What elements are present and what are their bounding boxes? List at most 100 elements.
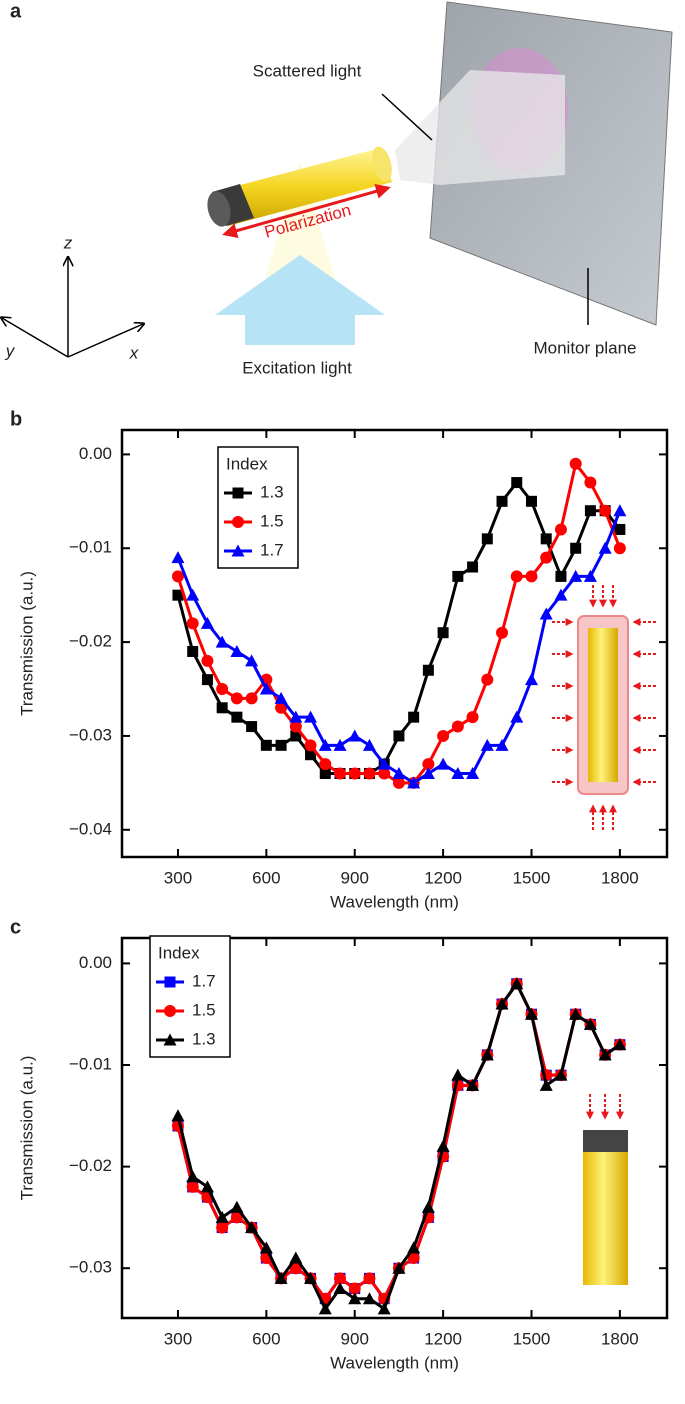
- panel-label: c: [10, 916, 21, 938]
- marker: [466, 711, 479, 724]
- marker: [348, 1292, 362, 1305]
- marker: [171, 1109, 185, 1122]
- marker: [259, 1241, 273, 1254]
- y-axis-title: Transmission (a.u.): [17, 571, 36, 716]
- marker: [216, 683, 229, 696]
- marker: [260, 739, 272, 751]
- marker: [466, 1078, 480, 1091]
- series-line: [176, 980, 621, 1302]
- field-arrows: [586, 1094, 624, 1120]
- marker: [452, 570, 464, 582]
- x-tick-label: 300: [164, 868, 192, 887]
- plot-frame: [120, 936, 669, 1320]
- marker: [304, 739, 317, 752]
- marker: [392, 1261, 406, 1274]
- marker: [274, 1271, 288, 1284]
- marker: [598, 1048, 612, 1061]
- marker: [510, 710, 524, 723]
- marker: [525, 570, 538, 583]
- marker: [377, 1302, 391, 1315]
- marker: [554, 1068, 568, 1081]
- x-axis-title: Wavelength (nm): [330, 1353, 459, 1372]
- marker: [215, 635, 229, 648]
- marker: [555, 570, 567, 582]
- marker: [232, 487, 244, 499]
- marker: [467, 561, 479, 573]
- marker: [510, 570, 523, 583]
- scatter-cone: [395, 70, 565, 185]
- marker: [583, 569, 597, 582]
- x-tick-label: 1200: [424, 868, 462, 887]
- marker: [584, 476, 597, 489]
- y-tick-label: −0.01: [69, 1054, 112, 1073]
- marker: [348, 729, 362, 742]
- legend-box: [217, 446, 299, 569]
- marker: [164, 1005, 176, 1017]
- marker: [613, 1038, 627, 1051]
- x-axis-title: Wavelength (nm): [330, 892, 459, 911]
- series-line: [176, 980, 621, 1302]
- marker: [275, 739, 287, 751]
- marker: [599, 504, 612, 517]
- marker: [318, 1302, 332, 1315]
- marker: [393, 730, 405, 742]
- marker: [408, 711, 420, 723]
- plot-frame: [120, 428, 669, 859]
- marker: [480, 738, 494, 751]
- marker: [363, 767, 376, 780]
- marker: [451, 1068, 465, 1081]
- marker: [437, 627, 449, 639]
- x-tick-label: 900: [341, 1329, 369, 1348]
- marker: [436, 757, 450, 770]
- marker: [290, 730, 302, 742]
- marker: [245, 654, 259, 667]
- marker: [407, 1252, 420, 1265]
- marker: [480, 1048, 494, 1061]
- marker: [583, 1017, 597, 1030]
- marker: [230, 692, 243, 705]
- y-axis-title: Transmission (a.u.): [17, 1056, 36, 1201]
- marker: [524, 673, 538, 686]
- marker: [334, 767, 346, 780]
- marker: [186, 588, 200, 601]
- x-tick-label: 1800: [601, 868, 639, 887]
- marker: [186, 1170, 200, 1183]
- marker: [524, 1007, 538, 1020]
- series-line: [176, 980, 621, 1312]
- marker: [422, 758, 435, 771]
- marker: [334, 1272, 346, 1285]
- marker: [215, 1210, 229, 1223]
- y-tick-label: 0.00: [79, 953, 112, 972]
- marker: [392, 776, 405, 789]
- marker: [289, 710, 303, 723]
- marker: [569, 457, 582, 470]
- marker: [304, 710, 318, 723]
- inset-b: [552, 585, 656, 830]
- marker: [186, 617, 199, 630]
- marker: [216, 702, 228, 714]
- marker: [407, 1241, 421, 1254]
- marker: [231, 544, 245, 557]
- rod: [588, 628, 618, 782]
- axis-label: x: [129, 343, 139, 362]
- marker: [378, 767, 391, 780]
- marker: [496, 626, 509, 639]
- marker: [495, 997, 509, 1010]
- panel-label: b: [10, 408, 22, 430]
- axis-label: y: [5, 341, 16, 360]
- marker: [362, 738, 376, 751]
- legend-label: 1.3: [260, 482, 284, 501]
- legend-label: 1.5: [192, 1000, 216, 1019]
- legend-label: 1.5: [260, 511, 284, 530]
- marker: [407, 776, 421, 789]
- marker: [318, 738, 332, 751]
- marker: [164, 976, 176, 988]
- axis-label: z: [63, 233, 73, 252]
- marker: [348, 1282, 361, 1295]
- excitation-arrow: [215, 255, 385, 345]
- y-tick-label: −0.04: [69, 819, 112, 838]
- excitation-label: Excitation light: [242, 358, 352, 377]
- marker: [333, 1282, 347, 1295]
- marker: [363, 1272, 376, 1285]
- legend-label: 1.7: [192, 971, 216, 990]
